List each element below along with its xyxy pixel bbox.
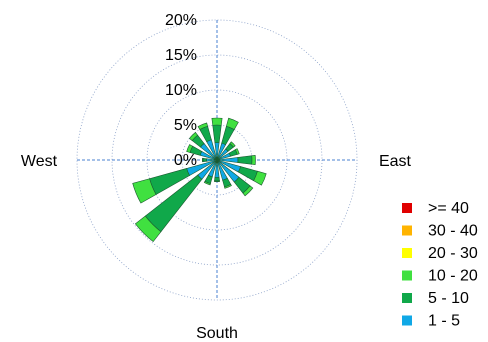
petal-segment [211, 117, 223, 126]
r-tick-label: 15% [165, 47, 197, 64]
petal-segment [203, 180, 211, 186]
petal-segment [202, 157, 207, 163]
legend-swatch [402, 225, 412, 236]
petal-segment [214, 180, 220, 182]
direction-label: East [379, 153, 412, 170]
petal-segment [197, 122, 209, 130]
r-tick-label: 5% [174, 117, 197, 134]
legend-label: >= 40 [428, 200, 469, 217]
petal-segment [221, 125, 235, 146]
petal-segment [225, 117, 239, 130]
grid-circle [76, 19, 358, 301]
legend-swatch [402, 203, 412, 213]
legend-swatch [402, 293, 412, 303]
r-tick-label: 20% [165, 12, 197, 29]
petal-segment [253, 170, 267, 186]
legend-swatch [402, 270, 412, 281]
petal-segment [237, 155, 253, 165]
petal-segment [202, 157, 204, 163]
petal-segment [214, 177, 220, 182]
legend-label: 5 - 10 [428, 290, 469, 307]
petal-segment [251, 154, 256, 166]
legend-label: 20 - 30 [428, 245, 478, 262]
legend-swatch [402, 315, 412, 326]
r-tick-label: 10% [165, 82, 197, 99]
petal-segment [186, 144, 194, 153]
r-tick-label: 0% [174, 152, 197, 169]
legend-label: 10 - 20 [428, 268, 478, 285]
legend-swatch [402, 248, 412, 258]
petal-segment [234, 148, 240, 155]
legend-label: 30 - 40 [428, 223, 478, 240]
direction-label: West [21, 153, 58, 170]
petal-segment [134, 215, 162, 243]
petal-segment [188, 131, 199, 142]
legend-label: 1 - 5 [428, 313, 460, 330]
petal-segment [212, 124, 222, 143]
direction-label: South [196, 325, 238, 342]
petal-segment [242, 185, 254, 197]
petal-segment [132, 178, 157, 204]
petal-segment [224, 183, 232, 189]
petal-segment [229, 141, 236, 148]
